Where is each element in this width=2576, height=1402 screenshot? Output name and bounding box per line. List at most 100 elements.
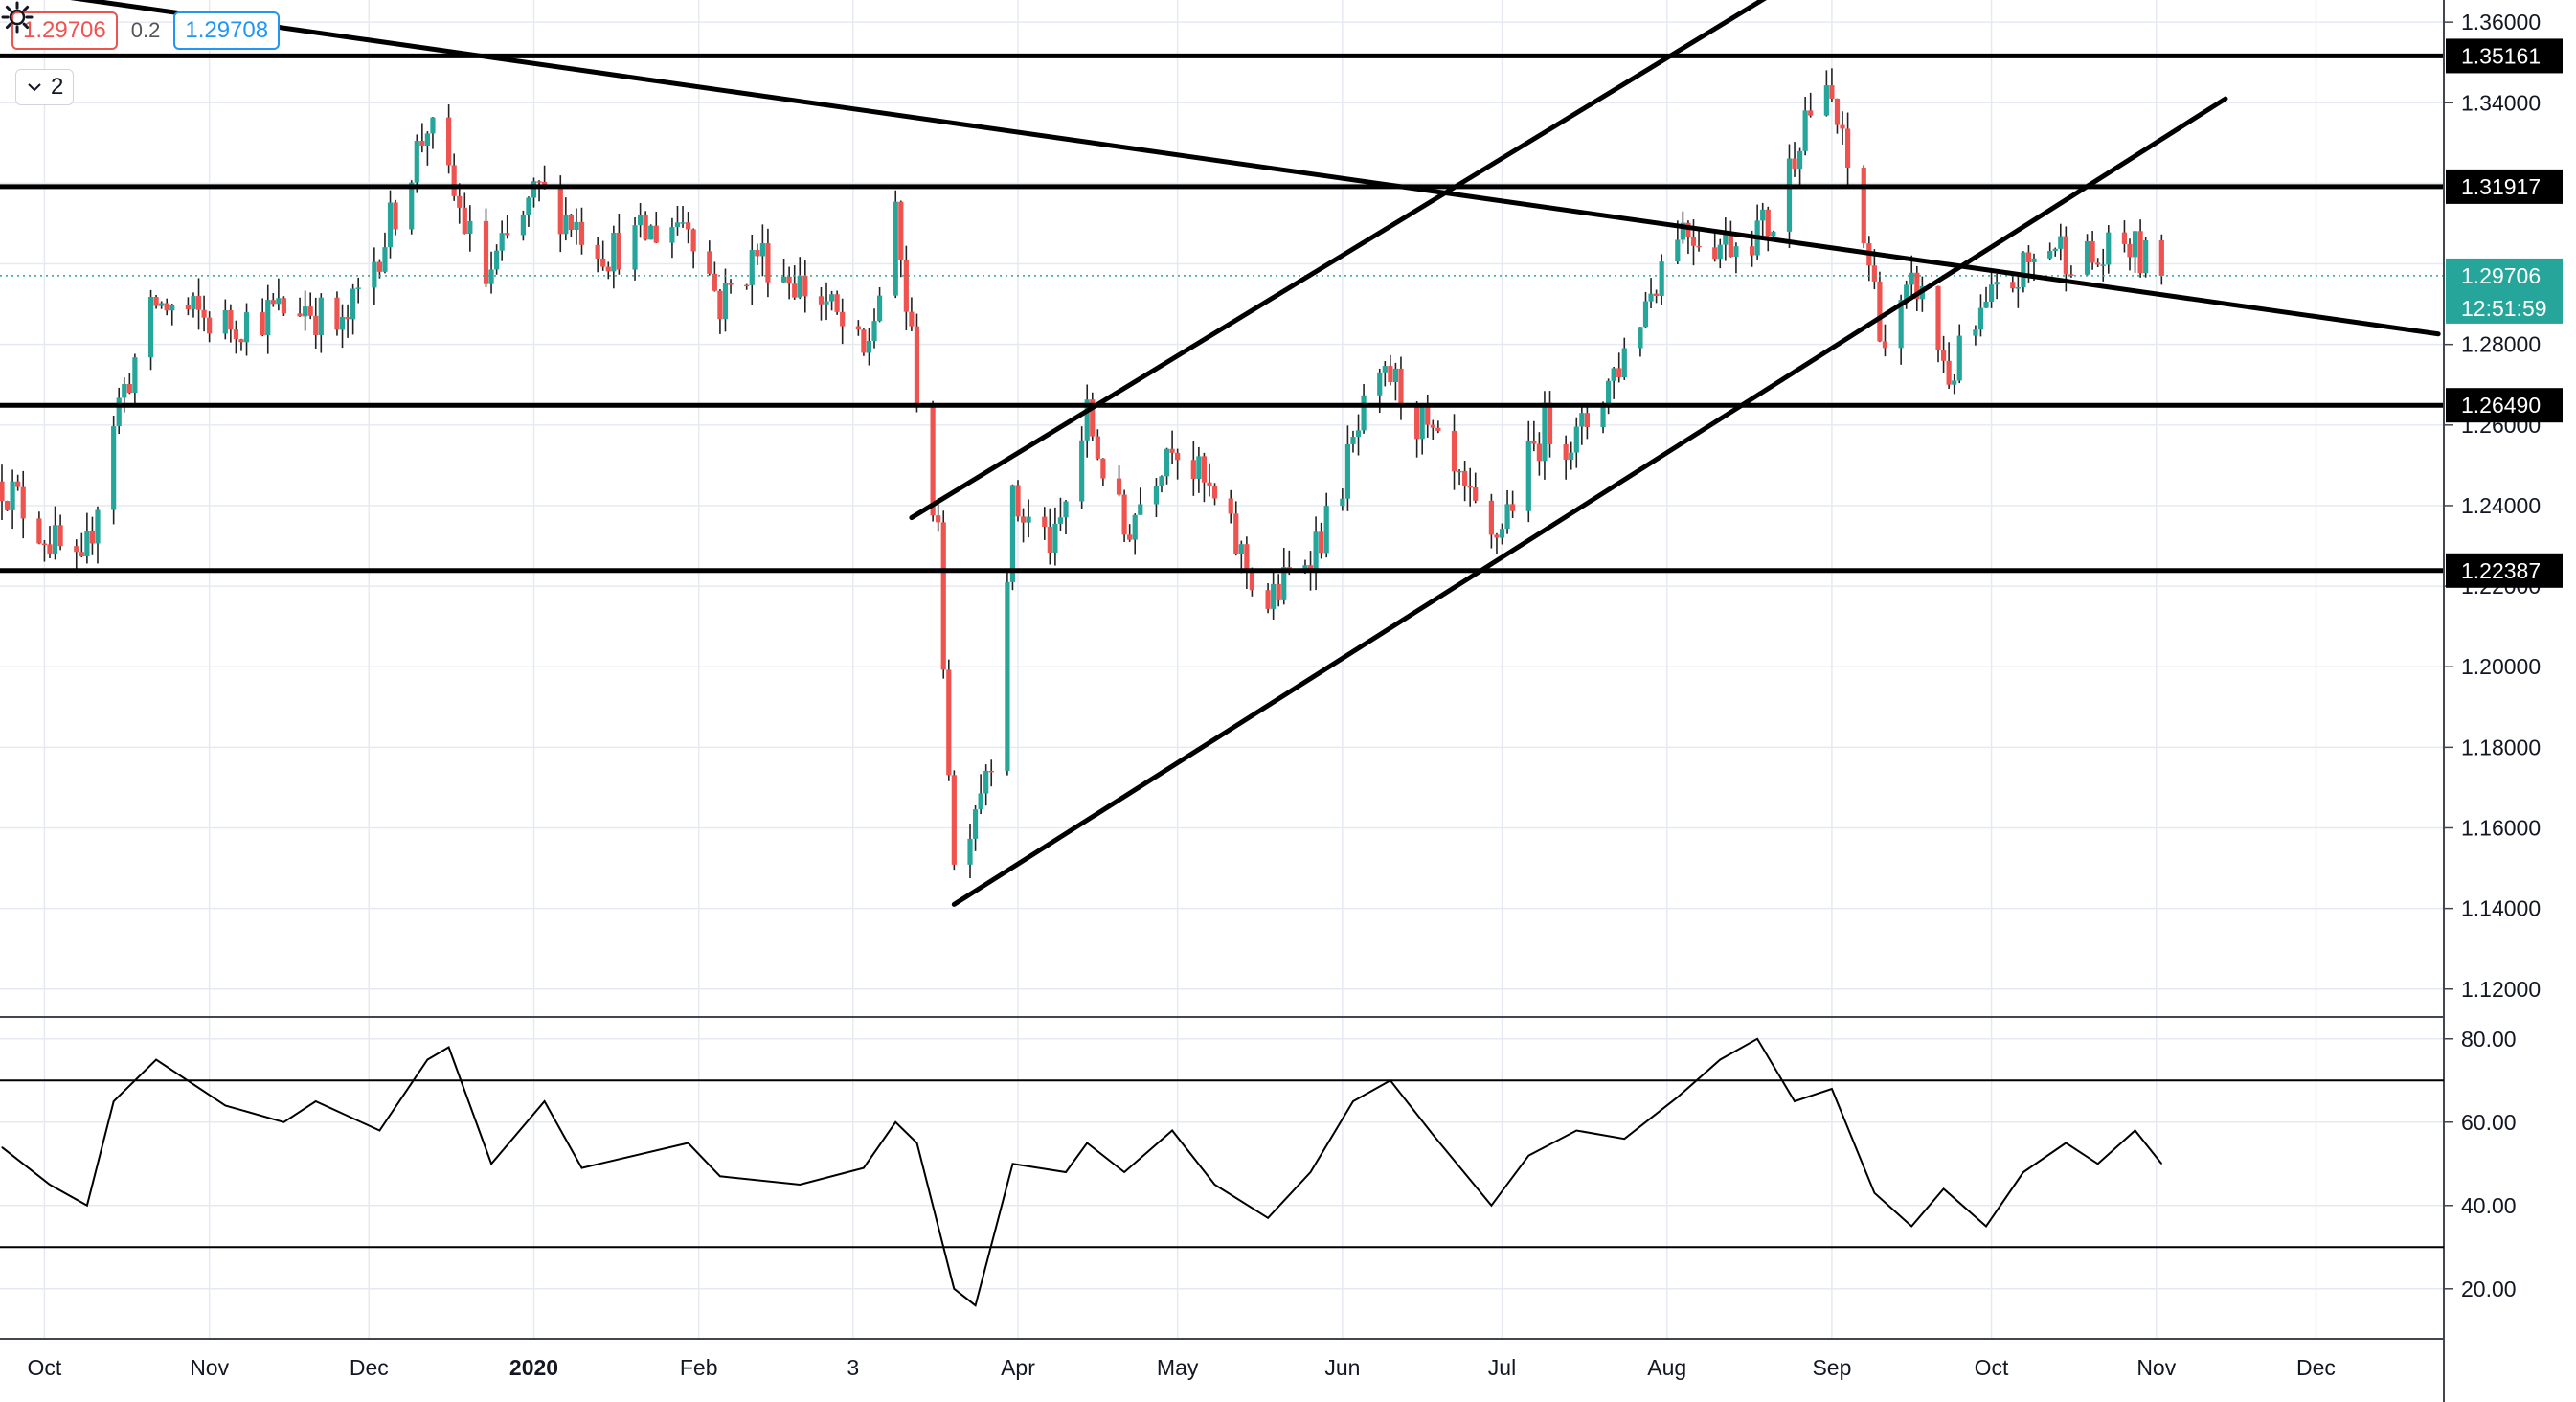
candle-body	[409, 182, 415, 230]
rsi-point	[1267, 1217, 1269, 1219]
price-tick-label: 1.14000	[2461, 896, 2541, 921]
candle	[1084, 384, 1090, 458]
candle	[1414, 401, 1420, 458]
candle	[159, 301, 165, 309]
candle-body	[195, 296, 202, 310]
candle-body	[1313, 531, 1319, 572]
candle	[457, 183, 463, 224]
candle	[1638, 327, 1643, 357]
candle-body	[818, 296, 825, 305]
candle	[1211, 483, 1218, 506]
candle-body	[616, 232, 621, 270]
candle-body	[47, 544, 53, 554]
indicator-toggle[interactable]: 2	[15, 69, 75, 105]
candle-body	[111, 426, 117, 510]
candle	[568, 214, 574, 237]
candle	[260, 298, 265, 337]
candle-body	[355, 287, 361, 289]
channel-lower-line	[951, 96, 2228, 907]
candle-body	[382, 247, 388, 272]
candle-body	[1457, 470, 1462, 473]
candle	[126, 373, 132, 395]
candle-body	[1175, 452, 1181, 461]
candle-body	[122, 383, 127, 398]
candle-body	[967, 838, 973, 865]
candle-body	[685, 222, 691, 230]
candle-body	[2100, 264, 2106, 266]
candle-body	[578, 221, 585, 245]
buy-price-button[interactable]: 1.29708	[173, 11, 281, 50]
rsi-point	[1123, 1171, 1125, 1173]
rsi-point	[1756, 1038, 1758, 1040]
candle-body	[1127, 534, 1133, 540]
candle	[632, 216, 638, 281]
rsi-tick-label: 80.00	[2461, 1027, 2517, 1052]
candle-body	[1935, 285, 1941, 350]
candle	[1904, 280, 1909, 309]
candle-body	[595, 244, 600, 259]
candle	[1462, 461, 1468, 502]
candle	[728, 279, 734, 294]
candle	[1499, 523, 1505, 545]
candle	[1802, 97, 1808, 156]
candle	[1648, 278, 1654, 309]
candle-body	[717, 290, 723, 320]
candle-body	[936, 515, 941, 523]
candle-body	[526, 197, 531, 215]
time-tick-label: Jun	[1324, 1355, 1360, 1380]
candle	[1095, 429, 1100, 461]
candle	[2121, 220, 2128, 253]
candle-body	[983, 770, 989, 794]
candle-body	[451, 165, 457, 196]
candle-body	[303, 306, 308, 317]
rsi-point	[1310, 1171, 1312, 1173]
chevron-down-icon	[28, 83, 41, 92]
rsi-point	[1575, 1129, 1577, 1131]
candle-body	[1211, 486, 1218, 499]
candle-body	[1977, 307, 1984, 330]
candle	[451, 153, 457, 201]
candle	[1344, 425, 1351, 511]
candle-body	[1355, 430, 1362, 438]
time-tick-label: 2020	[509, 1355, 558, 1380]
candle	[1207, 463, 1212, 497]
countdown-label: 12:51:59	[2461, 296, 2547, 321]
candle-body	[1760, 209, 1766, 221]
candle	[79, 532, 84, 558]
candle	[1057, 497, 1064, 531]
candle-body	[1946, 360, 1952, 385]
candle	[1238, 540, 1244, 574]
gear-icon[interactable]	[0, 0, 34, 34]
candle-body	[1323, 506, 1329, 554]
candle	[988, 759, 994, 787]
candle	[1940, 335, 1947, 373]
candle-body	[972, 809, 979, 839]
rsi-point	[1490, 1205, 1492, 1207]
price-tick-label: 1.34000	[2461, 90, 2541, 115]
candle	[1563, 435, 1569, 480]
candle	[563, 197, 569, 241]
candle	[265, 284, 271, 354]
candle	[520, 210, 526, 241]
rsi-point	[1985, 1226, 1987, 1228]
trendlines	[70, 0, 2441, 907]
rsi-point	[975, 1304, 977, 1306]
candle	[1796, 147, 1803, 188]
candle-body	[265, 300, 271, 336]
candle	[744, 283, 750, 290]
candle	[350, 283, 356, 335]
candle	[967, 824, 973, 879]
candle	[2137, 219, 2143, 278]
rsi-point	[2022, 1171, 2024, 1173]
candle	[2021, 251, 2026, 293]
candle	[164, 298, 169, 316]
candle-body	[164, 303, 169, 311]
candle-body	[2143, 239, 2149, 274]
candle-body	[707, 251, 712, 274]
candle-body	[313, 315, 319, 335]
time-tick-label: Feb	[680, 1355, 718, 1380]
candle	[1425, 394, 1431, 438]
candle-body	[505, 233, 510, 236]
descending-trendline	[70, 0, 2441, 337]
